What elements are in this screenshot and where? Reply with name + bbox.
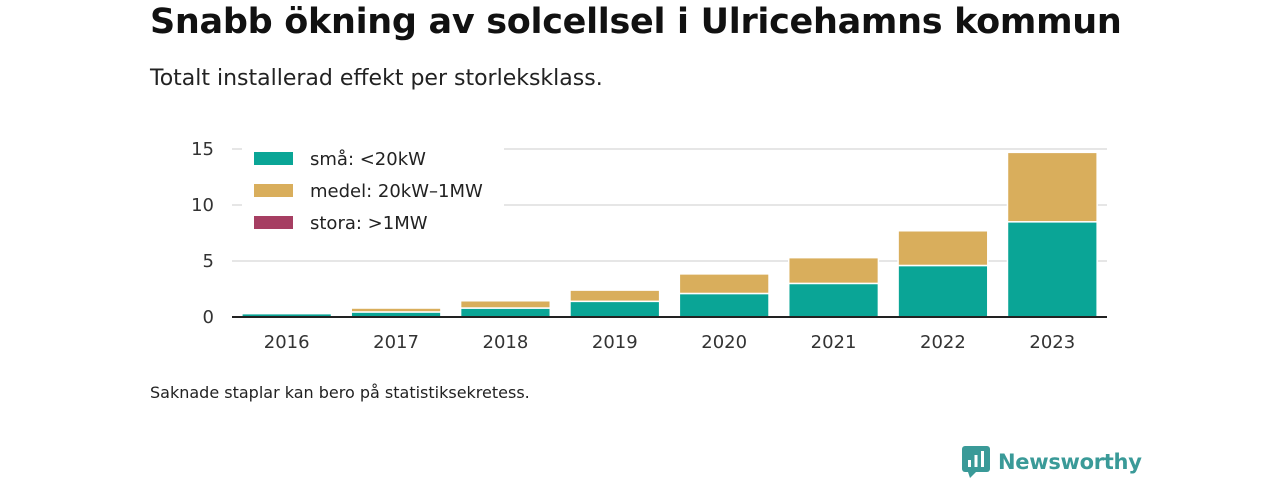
- legend-swatch: [254, 184, 293, 197]
- bar-segment: [459, 307, 552, 318]
- bar-segment: [459, 300, 552, 309]
- bar-segment: [350, 307, 442, 313]
- bar-segment: [569, 300, 661, 318]
- newsworthy-logo[interactable]: Newsworthy: [962, 446, 1142, 478]
- x-tick-label: 2022: [920, 332, 966, 353]
- y-tick-label: 10: [191, 195, 214, 216]
- x-tick-label: 2019: [592, 332, 638, 353]
- bar-segment: [569, 289, 661, 303]
- x-tick-label: 2021: [811, 332, 857, 353]
- legend-swatch: [254, 216, 293, 229]
- x-tick-label: 2017: [373, 332, 419, 353]
- y-tick-label: 0: [203, 307, 214, 328]
- legend-label: medel: 20kW–1MW: [310, 181, 483, 202]
- x-tick-label: 2023: [1029, 332, 1075, 353]
- chart-subtitle: Totalt installerad effekt per storlekskl…: [150, 66, 603, 91]
- newsworthy-logo-icon: [962, 446, 990, 478]
- bar-segment: [678, 292, 770, 318]
- bar-segment: [1006, 221, 1098, 318]
- bar-segment: [678, 273, 770, 295]
- y-tick-label: 5: [203, 251, 214, 272]
- bar-segment: [897, 264, 989, 318]
- bar-segment: [1006, 151, 1098, 223]
- legend-label: små: <20kW: [310, 149, 426, 170]
- legend-label: stora: >1MW: [310, 213, 428, 234]
- stacked-bar-chart: 0 5 10 15 2016 2017 2018 2019 2020 2021 2022 2023 s…: [191, 139, 1107, 353]
- legend: små: <20kW medel: 20kW–1MW stora: >1MW: [242, 143, 504, 243]
- x-tick-label: 2018: [483, 332, 529, 353]
- bar-segment: [787, 282, 880, 318]
- x-tick-label: 2016: [264, 332, 310, 353]
- y-tick-label: 15: [191, 139, 214, 160]
- bar-segment: [787, 256, 880, 285]
- bar-segment: [897, 230, 989, 267]
- brand-name: Newsworthy: [998, 450, 1142, 474]
- x-tick-label: 2020: [701, 332, 747, 353]
- legend-swatch: [254, 152, 293, 165]
- axes: 0 5 10 15 2016 2017 2018 2019 2020 2021 2022 2023: [191, 139, 1107, 353]
- bars: [241, 151, 1098, 318]
- chart-title: Snabb ökning av solcellsel i Ulricehamns…: [150, 2, 1122, 42]
- footnote: Saknade staplar kan bero på statistiksek…: [150, 383, 530, 402]
